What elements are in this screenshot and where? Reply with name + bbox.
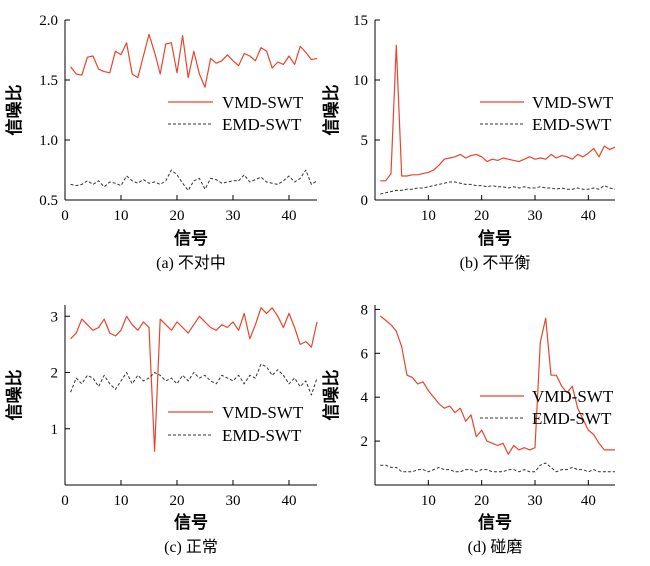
x-tick-label: 10 (421, 208, 436, 224)
x-tick-label: 20 (170, 208, 185, 224)
y-tick-label: 4 (361, 390, 369, 406)
y-axis-label: 信噪比 (4, 85, 25, 136)
y-tick-label: 3 (51, 309, 59, 325)
y-tick-label: 1 (51, 422, 59, 438)
x-tick-label: 40 (282, 208, 297, 224)
legend-label-vmd-swt: VMD-SWT (222, 403, 304, 422)
x-axis-label: 信号 (478, 228, 512, 249)
legend: VMD-SWT EMD-SWT (168, 403, 304, 445)
series-line-emd-swt (70, 363, 318, 396)
legend: VMD-SWT EMD-SWT (480, 93, 614, 134)
x-tick-label: 40 (282, 493, 297, 509)
y-tick-label: 1.5 (39, 73, 58, 89)
y-tick-label: 5 (361, 133, 369, 149)
y-tick-label: 8 (361, 302, 369, 318)
legend-label-emd-swt: EMD-SWT (222, 426, 302, 445)
y-axis-label: 信噪比 (321, 370, 342, 421)
x-axis-label: 信号 (478, 512, 512, 533)
y-tick-label: 10 (353, 73, 368, 89)
y-tick-label: 0 (361, 193, 369, 209)
chart-panel-a: 0.5 1.0 1.5 2.0 0 10 20 30 40 VMD-SWT EMD-SWT 信噪比信号… (4, 13, 318, 272)
panel-caption: (a) 不对中 (156, 254, 226, 272)
legend-label-vmd-swt: VMD-SWT (222, 93, 304, 112)
x-tick-label: 0 (61, 208, 69, 224)
legend: VMD-SWT EMD-SWT (168, 93, 304, 134)
y-tick-label: 0.5 (39, 193, 58, 209)
panel-caption: (d) 碰磨 (468, 538, 523, 556)
x-axis-label: 信号 (174, 512, 208, 533)
legend-label-vmd-swt: VMD-SWT (532, 387, 614, 406)
legend: VMD-SWT EMD-SWT (480, 387, 614, 428)
panel-caption: (c) 正常 (164, 538, 218, 556)
x-tick-label: 30 (528, 208, 543, 224)
x-axis-label: 信号 (174, 228, 208, 249)
legend-label-emd-swt: EMD-SWT (532, 115, 612, 134)
x-tick-label: 20 (474, 208, 489, 224)
x-tick-label: 10 (421, 493, 436, 509)
y-tick-label: 6 (361, 346, 369, 362)
legend-label-emd-swt: EMD-SWT (532, 409, 612, 428)
x-tick-label: 0 (61, 493, 69, 509)
x-tick-label: 30 (226, 208, 241, 224)
x-tick-label: 40 (581, 493, 596, 509)
x-tick-label: 20 (474, 493, 489, 509)
series-line-vmd-swt (70, 33, 318, 88)
series-line-vmd-swt (380, 44, 616, 182)
series-line-emd-swt (380, 462, 615, 473)
series-line-vmd-swt (379, 315, 615, 455)
y-axis-label: 信噪比 (321, 85, 342, 136)
y-tick-label: 2.0 (39, 13, 58, 29)
x-tick-label: 10 (114, 493, 129, 509)
series-line-vmd-swt (70, 307, 318, 452)
y-tick-label: 15 (353, 13, 368, 29)
x-tick-label: 30 (226, 493, 241, 509)
x-tick-label: 20 (170, 493, 185, 509)
y-tick-label: 2 (51, 366, 59, 382)
legend-label-vmd-swt: VMD-SWT (532, 93, 614, 112)
series-line-emd-swt (380, 181, 616, 195)
x-tick-label: 30 (528, 493, 543, 509)
y-axis-label: 信噪比 (4, 370, 25, 421)
x-tick-label: 10 (114, 208, 129, 224)
legend-label-emd-swt: EMD-SWT (222, 115, 302, 134)
series-line-emd-swt (70, 169, 318, 191)
x-tick-label: 40 (581, 208, 596, 224)
panel-caption: (b) 不平衡 (460, 254, 531, 272)
y-tick-label: 2 (361, 434, 369, 450)
y-tick-label: 1.0 (39, 133, 58, 149)
